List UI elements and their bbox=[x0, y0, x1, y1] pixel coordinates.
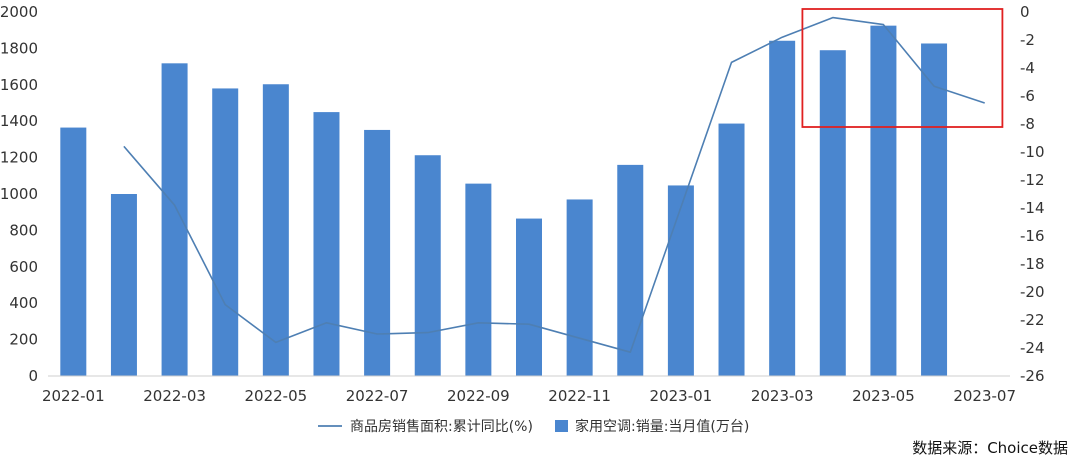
legend: 商品房销售面积:累计同比(%) 家用空调:销量:当月值(万台) bbox=[318, 418, 749, 435]
x-tick-2022-05: 2022-05 bbox=[244, 387, 307, 405]
y-right-tick--10: -10 bbox=[1020, 143, 1045, 161]
y-left-tick-200: 200 bbox=[9, 331, 38, 349]
x-tick-2022-09: 2022-09 bbox=[447, 387, 510, 405]
x-tick-2023-03: 2023-03 bbox=[751, 387, 814, 405]
y-left-tick-1200: 1200 bbox=[0, 149, 38, 167]
bar-2022-07 bbox=[364, 129, 391, 376]
right-axis: 0 -2 -4 -6 -8 -10 -12 -14 -16 -18 -20 -22 -24 -26 bbox=[1020, 3, 1045, 385]
x-tick-2023-05: 2023-05 bbox=[852, 387, 915, 405]
bar-2023-03 bbox=[769, 40, 796, 376]
bar-2022-09 bbox=[465, 183, 492, 376]
bar-2023-01 bbox=[667, 185, 694, 376]
left-axis: 0 200 400 600 800 1000 1200 1400 1600 1800 2000 bbox=[0, 3, 38, 385]
x-tick-2023-01: 2023-01 bbox=[650, 387, 713, 405]
plot-area bbox=[60, 8, 1004, 377]
y-left-tick-800: 800 bbox=[9, 221, 38, 239]
legend-line-label: 商品房销售面积:累计同比(%) bbox=[350, 419, 533, 435]
y-right-tick-0: 0 bbox=[1020, 3, 1030, 21]
y-left-tick-1800: 1800 bbox=[0, 39, 38, 57]
y-left-tick-1600: 1600 bbox=[0, 76, 38, 94]
x-tick-2022-11: 2022-11 bbox=[548, 387, 611, 405]
bar-2022-10 bbox=[516, 218, 542, 376]
y-right-tick--8: -8 bbox=[1020, 115, 1035, 133]
y-right-tick--18: -18 bbox=[1020, 255, 1045, 273]
y-left-tick-1400: 1400 bbox=[0, 112, 38, 130]
legend-bar-swatch bbox=[555, 420, 568, 432]
x-tick-2023-07: 2023-07 bbox=[953, 387, 1016, 405]
bar-2023-06 bbox=[921, 43, 948, 377]
bar-2023-04 bbox=[819, 50, 846, 376]
bar-2022-01 bbox=[60, 127, 87, 376]
bar-2022-08 bbox=[414, 155, 441, 376]
y-left-tick-0: 0 bbox=[28, 367, 38, 385]
y-right-tick--24: -24 bbox=[1020, 339, 1045, 357]
y-right-tick--4: -4 bbox=[1020, 59, 1035, 77]
y-right-tick--16: -16 bbox=[1020, 227, 1045, 245]
y-right-tick--12: -12 bbox=[1020, 171, 1045, 189]
highlight-box bbox=[801, 8, 1004, 128]
y-right-tick--20: -20 bbox=[1020, 283, 1045, 301]
bar-2022-02 bbox=[110, 194, 137, 376]
y-right-tick--14: -14 bbox=[1020, 199, 1045, 217]
y-right-tick--6: -6 bbox=[1020, 87, 1035, 105]
bar-2022-11 bbox=[566, 199, 593, 376]
bar-2023-02 bbox=[718, 123, 745, 376]
bar-2022-12 bbox=[617, 164, 644, 376]
legend-bar-label: 家用空调:销量:当月值(万台) bbox=[575, 418, 749, 435]
y-right-tick--26: -26 bbox=[1020, 367, 1045, 385]
y-right-tick--2: -2 bbox=[1020, 31, 1035, 49]
y-left-tick-400: 400 bbox=[9, 294, 38, 312]
y-left-tick-2000: 2000 bbox=[0, 3, 38, 21]
bar-2022-06 bbox=[313, 112, 340, 376]
y-left-tick-1000: 1000 bbox=[0, 185, 38, 203]
bar-2022-03 bbox=[161, 63, 188, 376]
y-right-tick--22: -22 bbox=[1020, 311, 1045, 329]
bar-2022-04 bbox=[212, 88, 239, 376]
line-series bbox=[123, 16, 985, 354]
x-tick-2022-07: 2022-07 bbox=[346, 387, 409, 405]
x-axis: 2022-01 2022-03 2022-05 2022-07 2022-09 2022-… bbox=[42, 375, 1016, 405]
y-left-tick-600: 600 bbox=[9, 258, 38, 276]
bar-2022-05 bbox=[262, 84, 289, 376]
bar-2023-05 bbox=[870, 25, 897, 377]
source-label: 数据来源：Choice数据 bbox=[912, 439, 1068, 457]
x-tick-2022-03: 2022-03 bbox=[143, 387, 206, 405]
x-tick-2022-01: 2022-01 bbox=[42, 387, 105, 405]
